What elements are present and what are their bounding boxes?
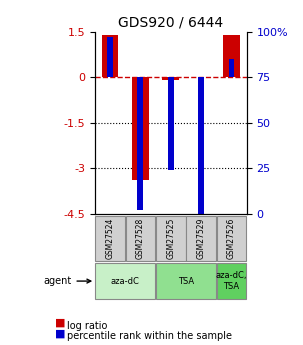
Text: log ratio: log ratio [67,321,107,331]
FancyBboxPatch shape [95,216,125,261]
Text: agent: agent [43,276,91,286]
Text: TSA: TSA [178,277,194,286]
Text: aza-dC: aza-dC [111,277,140,286]
Bar [168,77,174,170]
Text: GSM27528: GSM27528 [136,218,145,259]
Text: ■: ■ [55,328,65,338]
Text: GSM27524: GSM27524 [105,218,115,259]
Bar [132,77,149,180]
Text: aza-dC,
TSA: aza-dC, TSA [216,272,247,291]
Bar [138,77,143,210]
Title: GDS920 / 6444: GDS920 / 6444 [118,15,223,29]
FancyBboxPatch shape [156,216,186,261]
FancyBboxPatch shape [95,263,155,299]
FancyBboxPatch shape [217,263,246,299]
Text: GSM27529: GSM27529 [197,218,206,259]
FancyBboxPatch shape [125,216,155,261]
Bar [228,59,235,77]
Bar [162,77,179,80]
FancyBboxPatch shape [156,263,216,299]
Text: GSM27526: GSM27526 [227,218,236,259]
Text: ■: ■ [55,318,65,328]
FancyBboxPatch shape [186,216,216,261]
Bar [107,37,113,77]
Text: percentile rank within the sample: percentile rank within the sample [67,332,232,341]
Bar [223,34,240,77]
Bar [102,34,118,77]
Bar [198,77,204,214]
FancyBboxPatch shape [217,216,246,261]
Text: GSM27525: GSM27525 [166,218,175,259]
